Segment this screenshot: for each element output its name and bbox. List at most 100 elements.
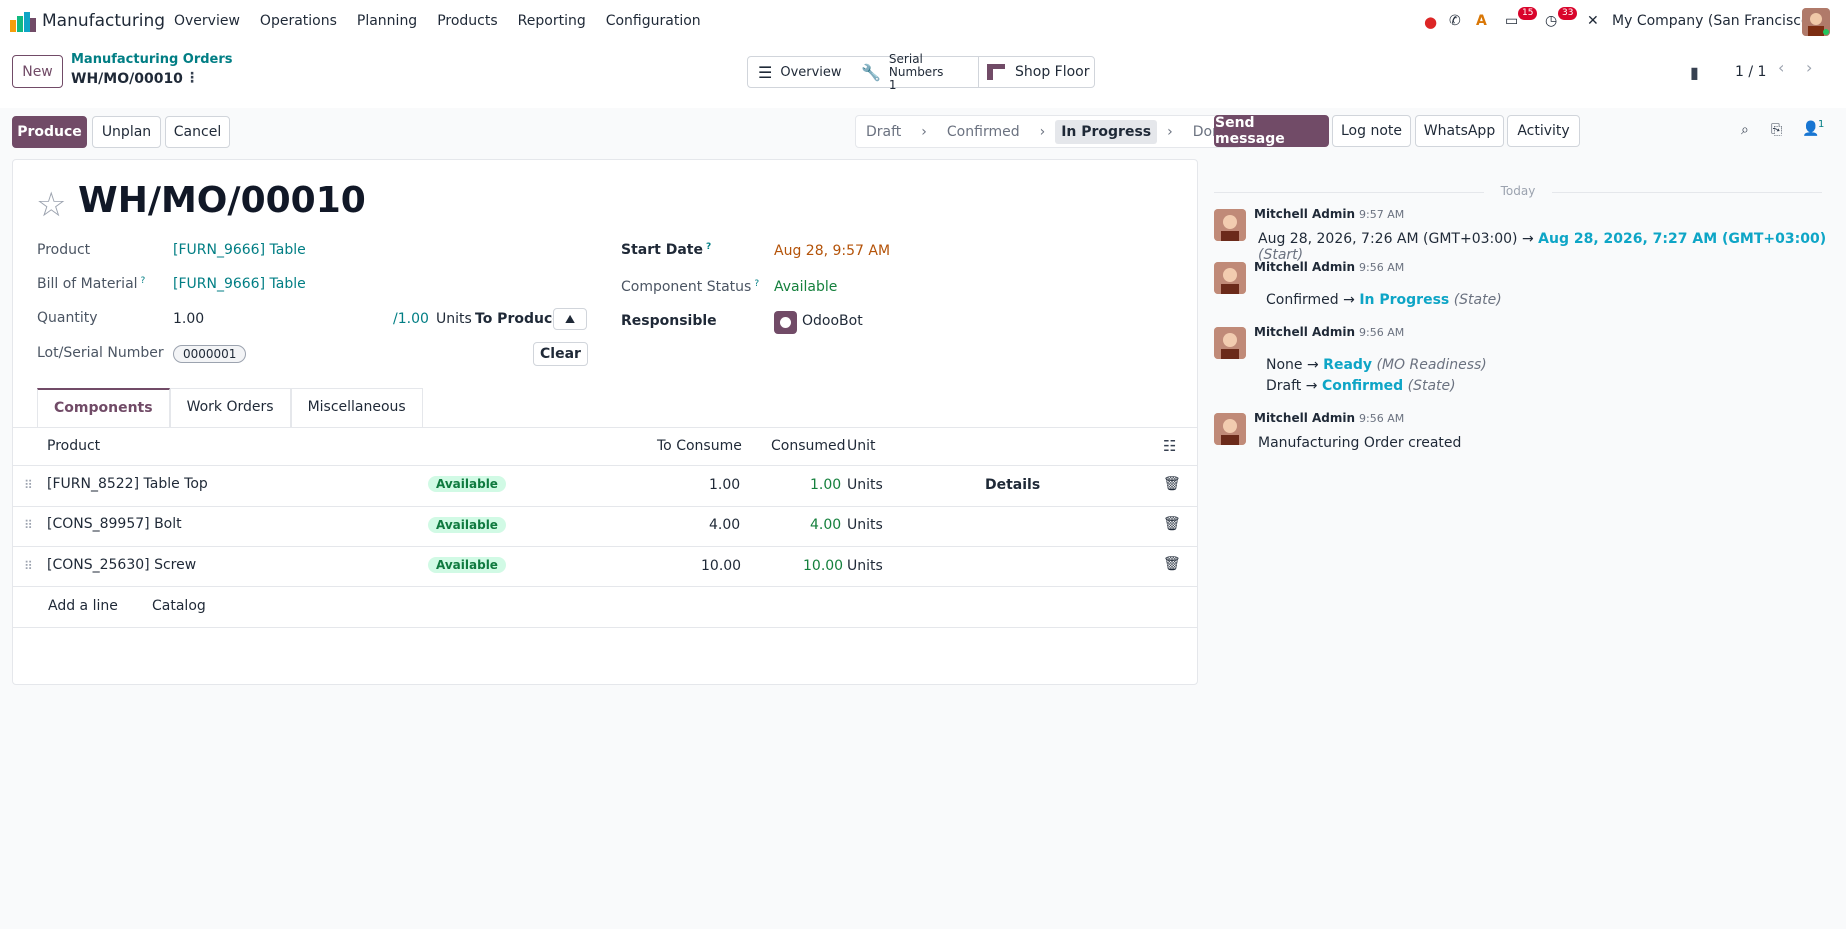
followers-icon[interactable]: 👤 xyxy=(1802,121,1820,137)
user-avatar[interactable] xyxy=(1802,8,1830,36)
bom-field[interactable]: [FURN_9666] Table xyxy=(173,276,306,292)
responsible-field[interactable]: OdooBot xyxy=(802,313,863,329)
menu-products[interactable]: Products xyxy=(437,13,498,29)
row-product[interactable]: [CONS_89957] Bolt xyxy=(47,516,182,532)
ai-icon[interactable]: A xyxy=(1476,13,1487,29)
delete-row-icon[interactable]: 🗑 xyxy=(1163,476,1181,492)
delete-row-icon[interactable]: 🗑 xyxy=(1163,556,1181,572)
serial-numbers-smart-button[interactable]: 🔧 Serial Numbers 1 xyxy=(851,51,979,91)
author-avatar[interactable] xyxy=(1214,209,1246,241)
help-icon[interactable]: ? xyxy=(705,242,712,252)
drag-handle-icon[interactable]: ⠿ xyxy=(24,518,33,532)
add-line-link[interactable]: Add a line xyxy=(48,598,118,614)
col-consumed[interactable]: Consumed xyxy=(771,438,846,454)
optional-columns-icon[interactable]: ☷ xyxy=(1163,437,1177,455)
forecast-chart-icon[interactable]: ⛰ xyxy=(553,308,587,330)
row-to-consume[interactable]: 10.00 xyxy=(701,558,742,574)
main-menu: Overview Operations Planning Products Re… xyxy=(174,13,721,29)
unplan-button[interactable]: Unplan xyxy=(92,116,161,148)
message-author[interactable]: Mitchell Admin 9:56 AM xyxy=(1254,260,1405,274)
delete-row-icon[interactable]: 🗑 xyxy=(1163,516,1181,532)
cancel-button[interactable]: Cancel xyxy=(165,116,230,148)
breadcrumb-parent[interactable]: Manufacturing Orders xyxy=(71,52,233,67)
menu-overview[interactable]: Overview xyxy=(174,13,240,29)
row-consumed[interactable]: 4.00 xyxy=(810,517,842,533)
serial-numbers-label: Serial Numbers xyxy=(888,51,944,79)
row-to-consume[interactable]: 1.00 xyxy=(709,477,741,493)
pager-prev-icon[interactable]: ‹ xyxy=(1778,58,1785,77)
bookmark-icon[interactable]: ▮ xyxy=(1690,63,1699,82)
drag-handle-icon[interactable]: ⠿ xyxy=(24,478,33,492)
menu-planning[interactable]: Planning xyxy=(356,13,418,29)
lot-serial-field[interactable]: 0000001 xyxy=(173,345,247,363)
send-message-button[interactable]: Send message xyxy=(1214,115,1329,147)
more-actions-icon[interactable]: ⋮ xyxy=(185,70,199,86)
tab-components[interactable]: Components xyxy=(37,388,170,428)
quantity-max: /1.00 xyxy=(393,311,429,327)
priority-star-icon[interactable]: ☆ xyxy=(36,185,67,225)
row-to-consume[interactable]: 4.00 xyxy=(709,517,741,533)
col-unit[interactable]: Unit xyxy=(847,438,876,454)
quantity-field[interactable]: 1.00 xyxy=(173,311,205,327)
drag-handle-icon[interactable]: ⠿ xyxy=(24,559,33,573)
log-note-button[interactable]: Log note xyxy=(1332,115,1411,147)
row-consumed[interactable]: 1.00 xyxy=(810,477,842,493)
messages-icon[interactable]: ▭ xyxy=(1505,13,1519,29)
author-avatar[interactable] xyxy=(1214,262,1246,294)
activity-badge: 33 xyxy=(1558,7,1578,20)
whatsapp-button[interactable]: WhatsApp xyxy=(1415,115,1504,147)
message-author[interactable]: Mitchell Admin 9:56 AM xyxy=(1254,325,1405,339)
row-details-button[interactable]: Details xyxy=(985,477,1041,493)
new-button[interactable]: New xyxy=(12,55,63,88)
catalog-link[interactable]: Catalog xyxy=(152,598,206,614)
produce-button[interactable]: Produce xyxy=(12,116,87,148)
bom-label: Bill of Material? xyxy=(37,276,146,292)
status-in-progress[interactable]: In Progress xyxy=(1055,119,1158,144)
attachment-icon[interactable]: ⎘ xyxy=(1771,122,1783,138)
message-author[interactable]: Mitchell Admin 9:57 AM xyxy=(1254,207,1405,221)
shop-floor-smart-button[interactable]: Shop Floor xyxy=(978,56,1095,88)
menu-configuration[interactable]: Configuration xyxy=(605,13,701,29)
search-icon[interactable]: ⌕ xyxy=(1741,122,1749,138)
responsible-label: Responsible xyxy=(621,313,717,329)
message-body: Manufacturing Order created xyxy=(1258,435,1462,451)
col-product[interactable]: Product xyxy=(47,438,101,454)
recording-icon[interactable]: ● xyxy=(1424,13,1438,31)
row-status-badge: Available xyxy=(428,476,506,492)
app-name[interactable]: Manufacturing xyxy=(42,11,166,31)
manufacturing-app-icon[interactable] xyxy=(10,12,36,32)
company-switcher[interactable]: My Company (San Francisco) xyxy=(1612,13,1815,29)
col-to-consume[interactable]: To Consume xyxy=(657,438,742,454)
tab-work-orders[interactable]: Work Orders xyxy=(169,388,291,428)
pager-value[interactable]: 1 / 1 xyxy=(1735,64,1767,80)
author-avatar[interactable] xyxy=(1214,413,1246,445)
start-date-field[interactable]: Aug 28, 9:57 AM xyxy=(774,243,891,259)
menu-operations[interactable]: Operations xyxy=(259,13,337,29)
phone-icon[interactable]: ✆ xyxy=(1449,13,1461,29)
activity-button[interactable]: Activity xyxy=(1507,115,1580,147)
row-product[interactable]: [FURN_8522] Table Top xyxy=(47,476,208,492)
product-field[interactable]: [FURN_9666] Table xyxy=(173,242,306,258)
status-confirmed[interactable]: Confirmed xyxy=(946,123,1020,140)
notebook-tabs: Components Work Orders Miscellaneous xyxy=(37,388,423,428)
product-label: Product xyxy=(37,242,91,258)
status-draft[interactable]: Draft xyxy=(866,123,902,140)
row-unit[interactable]: Units xyxy=(847,558,883,574)
row-status-badge: Available xyxy=(428,517,506,533)
row-consumed[interactable]: 10.00 xyxy=(803,558,844,574)
row-product[interactable]: [CONS_25630] Screw xyxy=(47,557,197,573)
message-author[interactable]: Mitchell Admin 9:56 AM xyxy=(1254,411,1405,425)
help-icon[interactable]: ? xyxy=(140,276,146,286)
tab-miscellaneous[interactable]: Miscellaneous xyxy=(290,388,423,428)
row-unit[interactable]: Units xyxy=(847,477,883,493)
pager-next-icon[interactable]: › xyxy=(1806,58,1813,77)
help-icon[interactable]: ? xyxy=(754,279,760,289)
clock-icon[interactable]: ◷ xyxy=(1545,13,1558,29)
tools-icon[interactable]: ✕ xyxy=(1587,13,1599,29)
row-unit[interactable]: Units xyxy=(847,517,883,533)
top-navbar: Manufacturing Overview Operations Planni… xyxy=(0,0,1846,44)
author-avatar[interactable] xyxy=(1214,327,1246,359)
overview-smart-button[interactable]: ☰ Overview xyxy=(747,56,852,88)
clear-button[interactable]: Clear xyxy=(533,342,588,366)
menu-reporting[interactable]: Reporting xyxy=(517,13,586,29)
